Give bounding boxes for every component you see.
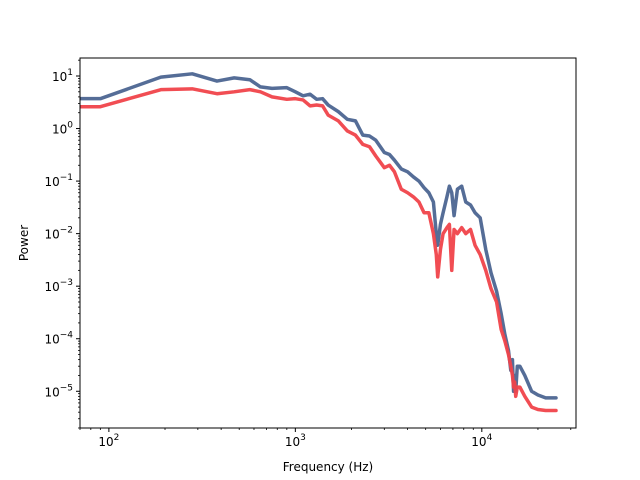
series-line-2 <box>80 87 558 413</box>
y-tick-label: 10−4 <box>44 331 73 347</box>
axes-frame <box>79 57 577 429</box>
series-layer <box>80 72 558 413</box>
y-tick-label: 100 <box>52 121 73 137</box>
x-tick-label: 102 <box>98 433 119 449</box>
y-tick-label: 10−1 <box>44 173 73 189</box>
y-tick-label: 10−2 <box>44 226 73 242</box>
x-axis: 102 103 104 <box>79 428 572 449</box>
y-axis: 10−5 10−4 10−3 10−2 10−1 100 101 <box>44 59 80 429</box>
y-tick-label: 10−3 <box>44 278 73 294</box>
y-tick-label: 10−5 <box>44 383 73 399</box>
y-axis-label: Power <box>17 225 31 261</box>
x-axis-label: Frequency (Hz) <box>283 460 374 474</box>
plot-area <box>80 58 576 428</box>
y-tick-label: 101 <box>52 68 73 84</box>
x-tick-label: 103 <box>285 433 306 449</box>
x-tick-label: 104 <box>471 433 492 449</box>
